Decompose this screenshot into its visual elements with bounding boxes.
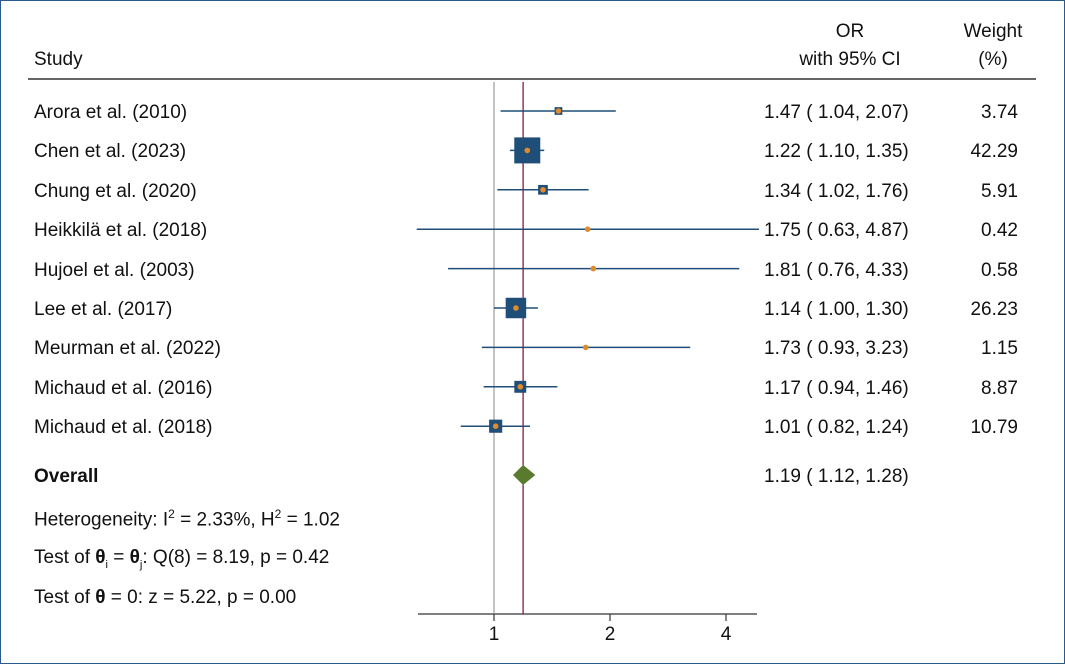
study-point [582, 344, 589, 351]
study-or-text: 1.17 ( 0.94, 1.46) [764, 378, 909, 399]
study-or-text: 1.47 ( 1.04, 2.07) [764, 102, 909, 123]
study-weight: 0.58 [981, 260, 1018, 281]
study-or-text: 1.75 ( 0.63, 4.87) [764, 220, 909, 241]
study-or-text: 1.73 ( 0.93, 3.23) [764, 338, 909, 359]
header-study: Study [34, 49, 83, 70]
study-or-text: 1.14 ( 1.00, 1.30) [764, 299, 909, 320]
study-label: Michaud et al. (2018) [34, 417, 213, 438]
study-label: Chen et al. (2023) [34, 141, 187, 162]
study-or-text: 1.22 ( 1.10, 1.35) [764, 141, 909, 162]
overall-diamond [512, 465, 536, 485]
study-point [555, 108, 562, 114]
study-label: Chung et al. (2020) [34, 181, 197, 202]
study-label: Hujoel et al. (2003) [34, 260, 195, 281]
study-weight: 8.87 [981, 378, 1018, 399]
study-or-text: 1.81 ( 0.76, 4.33) [764, 260, 909, 281]
header-weight-line2: (%) [978, 49, 1008, 70]
study-weight: 26.23 [970, 299, 1018, 320]
overall-label: Overall [34, 466, 99, 487]
study-label: Michaud et al. (2016) [34, 378, 213, 399]
study-point [590, 265, 597, 272]
study-or-text: 1.34 ( 1.02, 1.76) [764, 181, 909, 202]
study-point [513, 305, 519, 311]
heterogeneity-test: Test of θi = θj: Q(8) = 8.19, p = 0.42 [34, 547, 330, 571]
x-tick-label: 4 [721, 624, 732, 645]
x-tick-label: 2 [605, 624, 616, 645]
study-point [492, 423, 499, 430]
study-point [517, 384, 524, 390]
study-label: Heikkilä et al. (2018) [34, 220, 208, 241]
header-or-line1: OR [835, 21, 865, 42]
study-weight: 0.42 [981, 220, 1018, 241]
study-label: Lee et al. (2017) [34, 299, 173, 320]
header-weight-line1: Weight [963, 21, 1023, 42]
study-weight: 5.91 [981, 181, 1018, 202]
overall-effect-test: Test of θ = 0: z = 5.22, p = 0.00 [34, 587, 297, 608]
study-point [584, 226, 591, 232]
study-point [524, 147, 531, 154]
study-weight: 10.79 [970, 417, 1018, 438]
study-point [540, 187, 546, 193]
study-label: Arora et al. (2010) [34, 102, 188, 123]
study-weight: 1.15 [981, 338, 1018, 359]
x-tick-label: 1 [489, 624, 500, 645]
heterogeneity-stat: Heterogeneity: I2 = 2.33%, H2 = 1.02 [34, 507, 340, 531]
overall-or-text: 1.19 ( 1.12, 1.28) [764, 466, 909, 487]
study-or-text: 1.01 ( 0.82, 1.24) [764, 417, 909, 438]
study-weight: 42.29 [970, 141, 1018, 162]
study-label: Meurman et al. (2022) [34, 338, 221, 359]
study-weight: 3.74 [981, 102, 1018, 123]
header-or-line2: with 95% CI [799, 49, 901, 70]
